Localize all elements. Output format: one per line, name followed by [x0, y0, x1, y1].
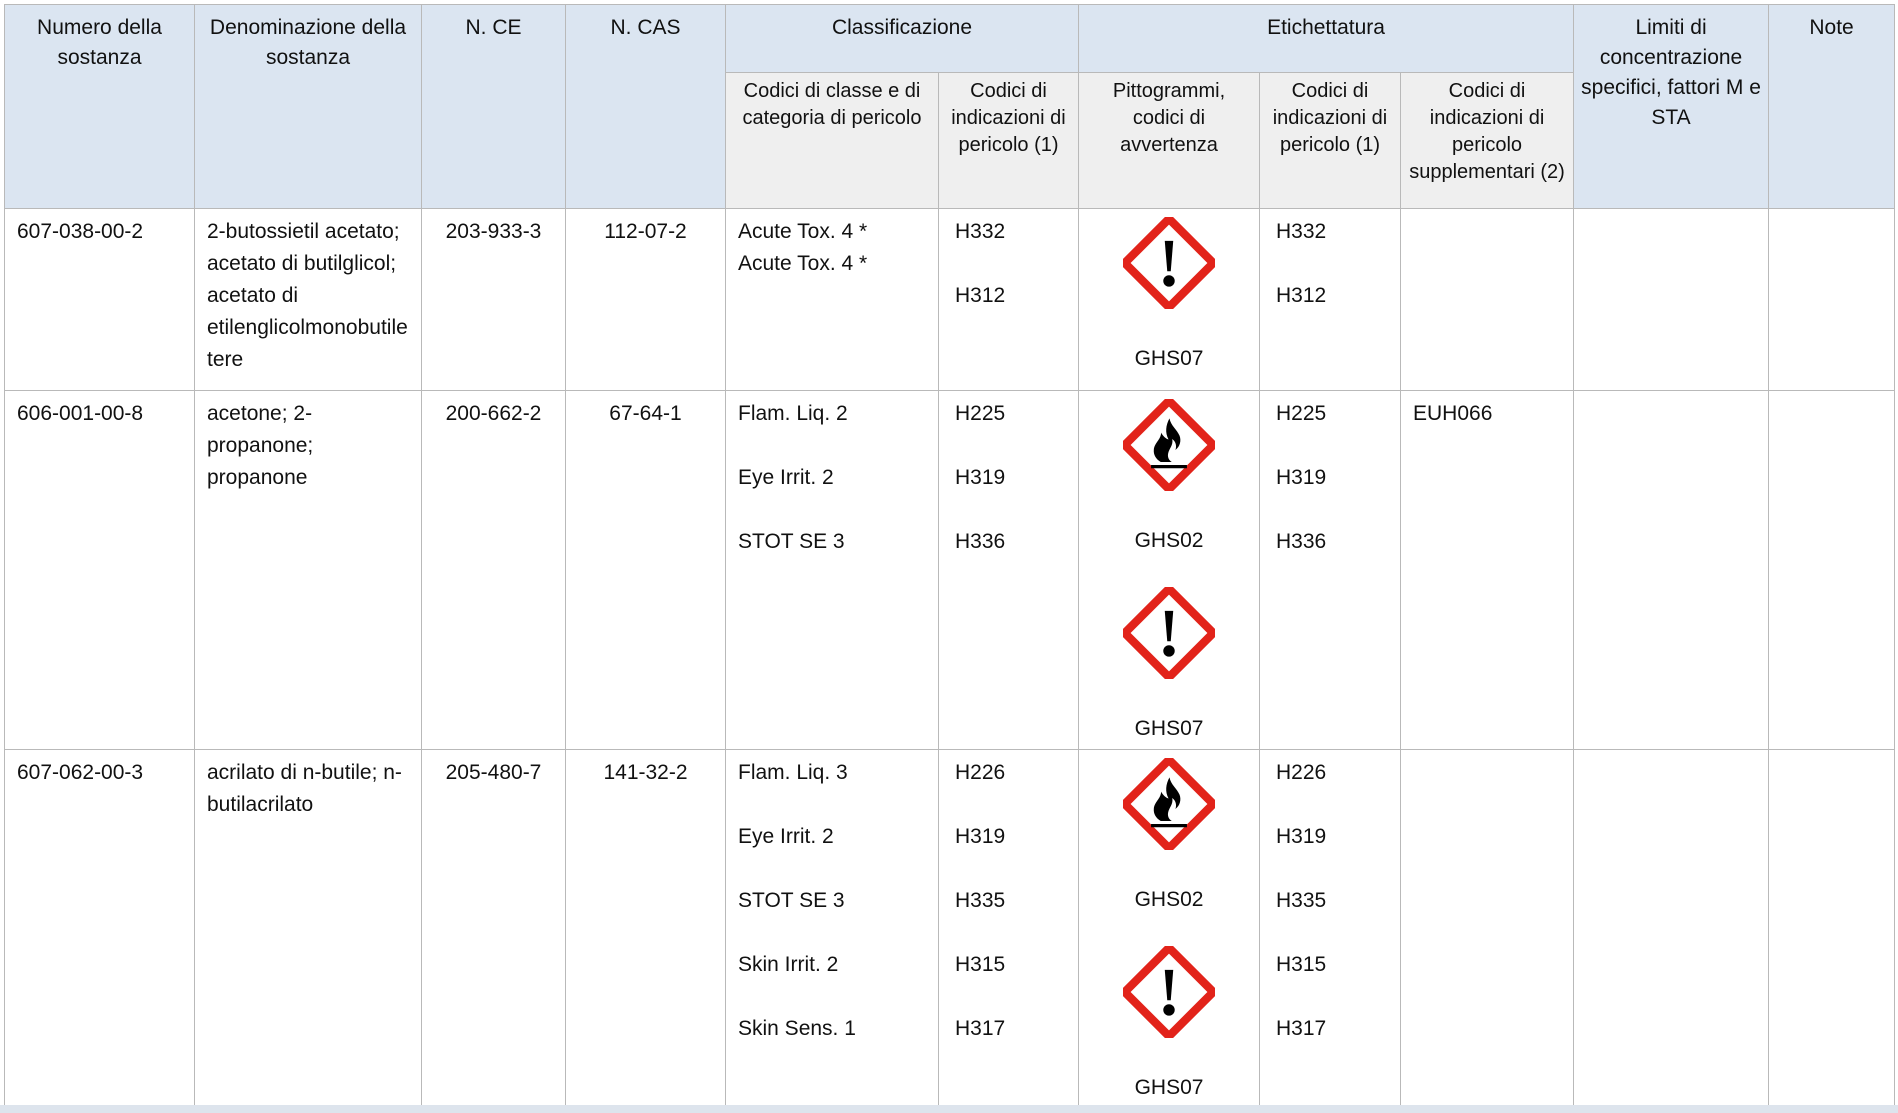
cell-classification-hazard-codes: H225 H319 H336: [938, 390, 1079, 750]
header-labelling: Etichettatura: [1077, 4, 1575, 73]
cell-cas-number: 112-07-2: [565, 208, 726, 391]
cell-classification-hazard-codes: H332 H312: [938, 208, 1079, 391]
cell-labelling-hazard-codes: H332 H312: [1259, 208, 1401, 391]
header-specific-limits: Limiti di concentrazione specifici, fatt…: [1573, 4, 1770, 209]
subheader-hazard-codes-classification: Codici di indicazioni di pericolo (1): [938, 72, 1079, 209]
header-classification: Classificazione: [725, 4, 1079, 73]
pictogram-code-label: GHS02: [1134, 529, 1204, 552]
cell-ec-number: 200-662-2: [421, 390, 566, 750]
cell-supplementary-hazard-codes: [1399, 749, 1575, 1109]
ghs07-exclamation-mark-pictogram: [1123, 946, 1215, 1038]
cell-substance-name: acrilato di n-butile; n-butilacrilato: [194, 749, 422, 1109]
ghs02-flame-pictogram: [1123, 399, 1215, 491]
cell-notes: [1768, 749, 1896, 1109]
subheader-hazard-codes-labelling: Codici di indicazioni di pericolo (1): [1259, 72, 1401, 209]
cell-classification-classes: Acute Tox. 4 * Acute Tox. 4 *: [725, 208, 939, 391]
header-ec-number: N. CE: [421, 4, 566, 209]
pictogram-code-label: GHS07: [1134, 717, 1204, 740]
cell-supplementary-hazard-codes: EUH066: [1399, 390, 1575, 750]
pictogram-code-label: GHS07: [1134, 347, 1204, 370]
cell-notes: [1768, 208, 1896, 391]
cell-labelling-hazard-codes: H225 H319 H336: [1259, 390, 1401, 750]
cell-substance-number: 606-001-00-8: [4, 390, 195, 750]
cell-cas-number: 67-64-1: [565, 390, 726, 750]
cell-classification-classes: Flam. Liq. 2 Eye Irrit. 2 STOT SE 3: [725, 390, 939, 750]
cell-labelling-hazard-codes: H226 H319 H335 H315 H317: [1259, 749, 1401, 1109]
ghs02-flame-pictogram: [1123, 758, 1215, 850]
subheader-pictograms-signal-words: Pittogrammi, codici di avvertenza: [1078, 72, 1260, 209]
substance-row-606-001-00-8: 606-001-00-8 acetone; 2-propanone; propa…: [4, 390, 1896, 750]
header-substance-name: Denominazione della sostanza: [194, 4, 422, 209]
cell-notes: [1768, 390, 1896, 750]
header-substance-number: Numero della sostanza: [4, 4, 195, 209]
cell-specific-concentration-limits: [1573, 208, 1770, 391]
header-cas-number: N. CAS: [565, 4, 726, 209]
cell-substance-name: 2-butossietil acetato; acetato di butilg…: [194, 208, 422, 391]
cell-substance-name: acetone; 2-propanone; propanone: [194, 390, 422, 750]
cell-classification-hazard-codes: H226 H319 H335 H315 H317: [938, 749, 1079, 1109]
cell-substance-number: 607-038-00-2: [4, 208, 195, 391]
page-bottom-strip: [0, 1105, 1898, 1113]
substances-table-wrap: Numero della sostanza Denominazione dell…: [4, 4, 1896, 1109]
cell-cas-number: 141-32-2: [565, 749, 726, 1109]
ghs07-exclamation-mark-pictogram: [1123, 217, 1215, 309]
cell-specific-concentration-limits: [1573, 390, 1770, 750]
cell-pictograms: GHS07: [1078, 208, 1260, 391]
cell-ec-number: 203-933-3: [421, 208, 566, 391]
cell-pictograms: GHS02 GHS07: [1078, 749, 1260, 1109]
ghs07-exclamation-mark-pictogram: [1123, 587, 1215, 679]
cell-pictograms: GHS02 GHS07: [1078, 390, 1260, 750]
substance-row-607-038-00-2: 607-038-00-2 2-butossietil acetato; acet…: [4, 208, 1896, 391]
pictogram-code-label: GHS07: [1134, 1076, 1204, 1099]
substances-table: Numero della sostanza Denominazione dell…: [4, 4, 1896, 1109]
cell-classification-classes: Flam. Liq. 3 Eye Irrit. 2 STOT SE 3 Skin…: [725, 749, 939, 1109]
subheader-class-category-codes: Codici di classe e di categoria di peric…: [725, 72, 939, 209]
cell-supplementary-hazard-codes: [1399, 208, 1575, 391]
pictogram-code-label: GHS02: [1134, 888, 1204, 911]
substance-row-607-062-00-3: 607-062-00-3 acrilato di n-butile; n-but…: [4, 749, 1896, 1109]
cell-substance-number: 607-062-00-3: [4, 749, 195, 1109]
cell-ec-number: 205-480-7: [421, 749, 566, 1109]
subheader-supplementary-hazard-codes: Codici di indicazioni di pericolo supple…: [1399, 72, 1575, 209]
header-notes: Note: [1768, 4, 1896, 209]
cell-specific-concentration-limits: [1573, 749, 1770, 1109]
